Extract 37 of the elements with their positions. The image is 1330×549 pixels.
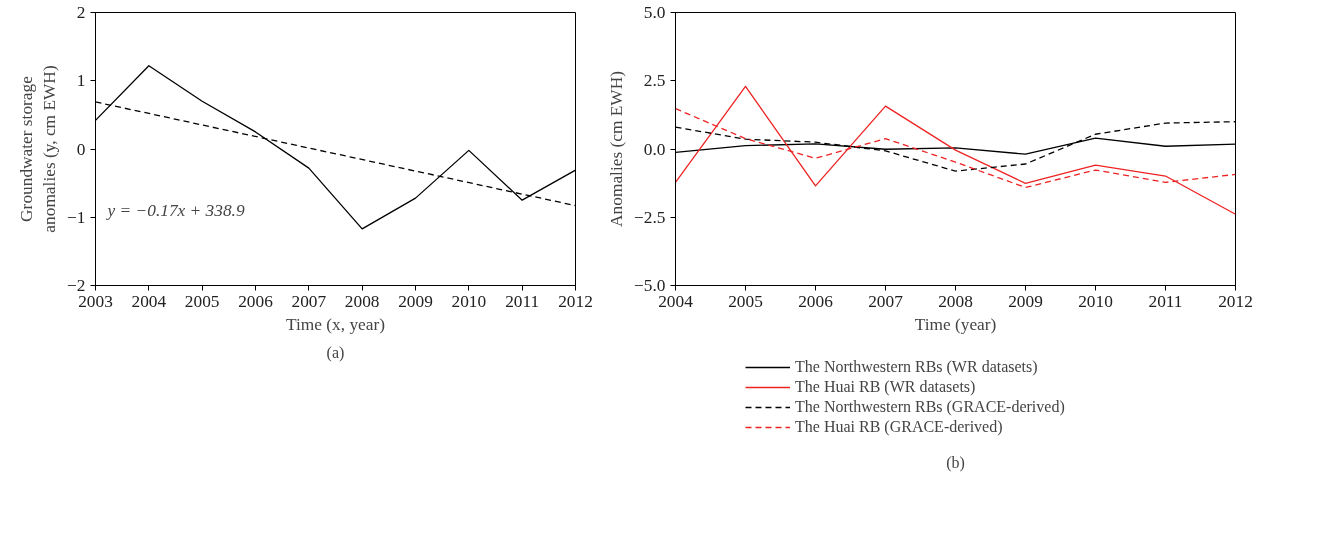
x-axis-title: Time (x, year) [286,314,386,334]
x-tick-label: 2005 [184,291,220,311]
y-axis-title: Groundwater storage anomalies (y, cm EWH) [17,65,60,233]
legend-label: The Northwestern RBs (GRACE-derived) [795,398,1065,416]
y-tick-label: −1 [67,207,86,227]
x-tick-label: 2007 [291,291,327,311]
legend-label: The Huai RB (WR datasets) [795,378,976,396]
x-tick-label: 2009 [398,291,433,311]
y-tick-label: 2 [76,3,86,22]
line-series [675,85,1236,215]
x-tick-label: 2008 [938,291,973,311]
x-tick-label: 2007 [868,291,904,311]
legend-label: The Northwestern RBs (WR datasets) [795,358,1038,376]
y-tick-label: 5.0 [643,3,666,22]
x-tick-label: 2012 [1218,291,1253,311]
x-tick-label: 2006 [238,291,274,311]
x-tick-label: 2012 [558,291,593,311]
x-tick-label: 2005 [728,291,763,311]
y-axis-title: Anomalies (cm EWH) [607,70,627,227]
annotation: y = −0.17x + 338.9 [105,201,245,220]
y-tick-label: 0 [76,139,86,159]
legend-label: The Huai RB (GRACE-derived) [795,418,1003,436]
x-axis-title: Time (year) [914,314,997,334]
text: (b) [946,453,965,472]
x-tick-label: 2009 [1008,291,1043,311]
y-tick-label: 0.0 [643,139,666,159]
y-tick-label: 1 [76,71,86,91]
x-tick-label: 2004 [131,291,167,311]
x-tick-label: 2011 [1148,291,1183,311]
x-tick-label: 2010 [1078,291,1113,311]
x-tick-label: 2011 [505,291,540,311]
x-tick-label: 2006 [798,291,834,311]
x-tick-label: 2008 [344,291,380,311]
y-tick-label: 2.5 [643,71,666,91]
y-tick-label: −2.5 [634,207,666,227]
x-tick-label: 2010 [451,291,487,311]
text: (a) [326,343,345,362]
